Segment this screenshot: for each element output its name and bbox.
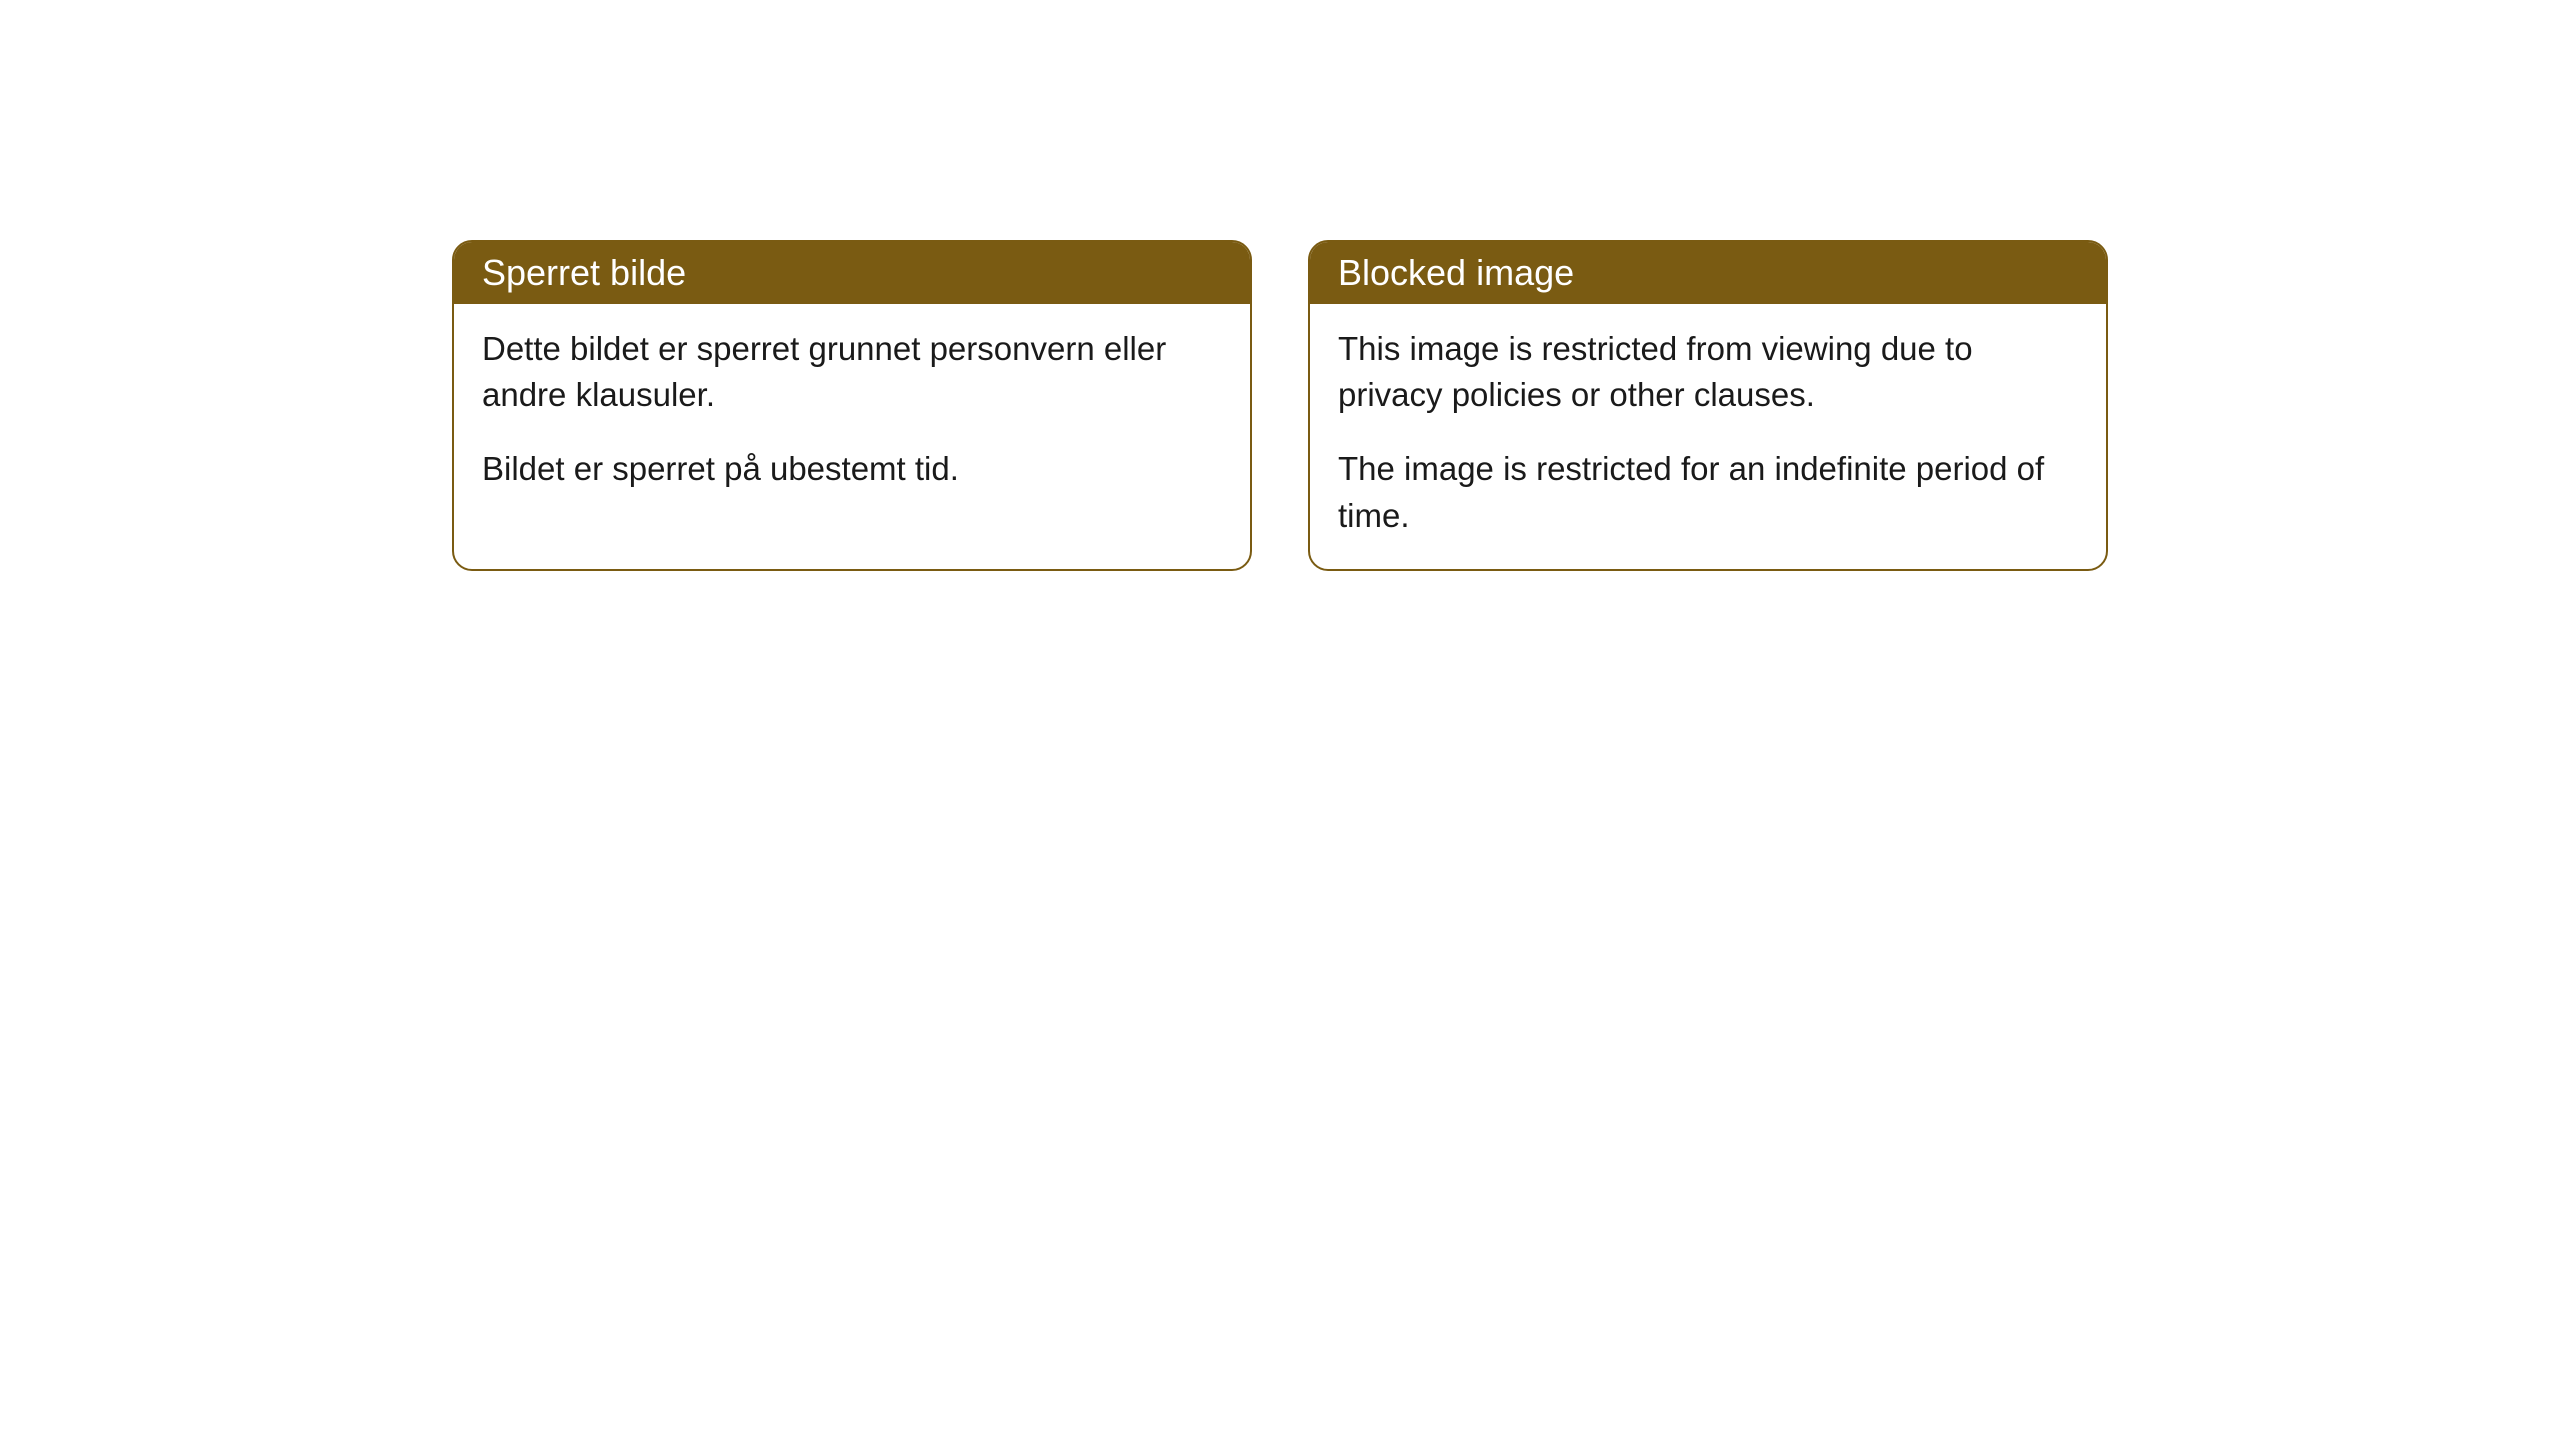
card-paragraph2-no: Bildet er sperret på ubestemt tid.: [482, 446, 1222, 492]
blocked-image-card-no: Sperret bilde Dette bildet er sperret gr…: [452, 240, 1252, 571]
card-body-no: Dette bildet er sperret grunnet personve…: [454, 304, 1250, 523]
blocked-image-card-en: Blocked image This image is restricted f…: [1308, 240, 2108, 571]
card-body-en: This image is restricted from viewing du…: [1310, 304, 2106, 569]
cards-container: Sperret bilde Dette bildet er sperret gr…: [0, 240, 2560, 571]
card-title-no: Sperret bilde: [482, 252, 686, 293]
card-paragraph1-en: This image is restricted from viewing du…: [1338, 326, 2078, 418]
card-paragraph1-no: Dette bildet er sperret grunnet personve…: [482, 326, 1222, 418]
card-title-en: Blocked image: [1338, 252, 1574, 293]
card-header-en: Blocked image: [1310, 242, 2106, 304]
card-paragraph2-en: The image is restricted for an indefinit…: [1338, 446, 2078, 538]
card-header-no: Sperret bilde: [454, 242, 1250, 304]
